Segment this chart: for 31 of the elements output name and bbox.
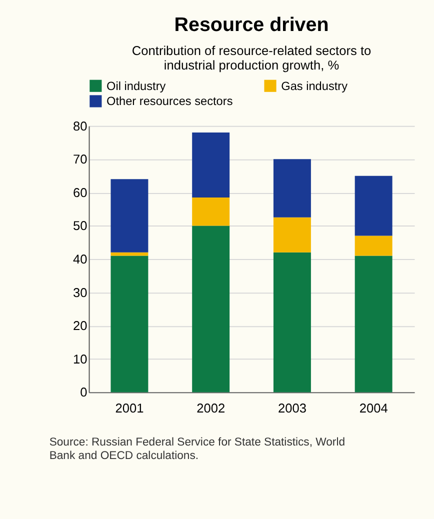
y-tick-label: 10 [73, 351, 88, 366]
bar [273, 252, 311, 392]
bar [354, 236, 392, 256]
legend-label: Other resources sectors [106, 94, 233, 108]
chart-subtitle: Contribution of resource-related sectors to industrial production growth, % [132, 42, 372, 73]
bar [192, 197, 230, 226]
y-tick-label: 50 [73, 218, 88, 234]
x-tick-label: 2002 [196, 400, 226, 416]
x-tick-label: 2001 [115, 400, 144, 416]
bar [110, 256, 148, 392]
x-tick-label: 2003 [278, 400, 306, 416]
y-tick-label: 20 [73, 318, 88, 334]
bar [110, 179, 148, 252]
x-tick-label: 2004 [359, 400, 388, 416]
bar [354, 176, 392, 236]
y-tick-label: 0 [80, 384, 88, 400]
bar [192, 226, 230, 392]
y-tick-label: 30 [73, 284, 88, 300]
bar [273, 159, 311, 218]
y-tick-label: 80 [73, 118, 88, 134]
y-tick-label: 40 [73, 251, 88, 266]
bar [110, 252, 148, 256]
bar [192, 132, 230, 198]
legend-label: Oil industry [106, 78, 166, 93]
bar [273, 217, 311, 252]
bar [354, 256, 392, 392]
source-note: Source: Russian Federal Service for State Statistics, World Bank and OECD calculations. [49, 436, 346, 462]
legend-label: Gas industry [281, 78, 348, 93]
y-tick-label: 70 [73, 152, 88, 167]
y-tick-label: 60 [73, 184, 88, 200]
chart-title: Resource driven [174, 14, 329, 36]
